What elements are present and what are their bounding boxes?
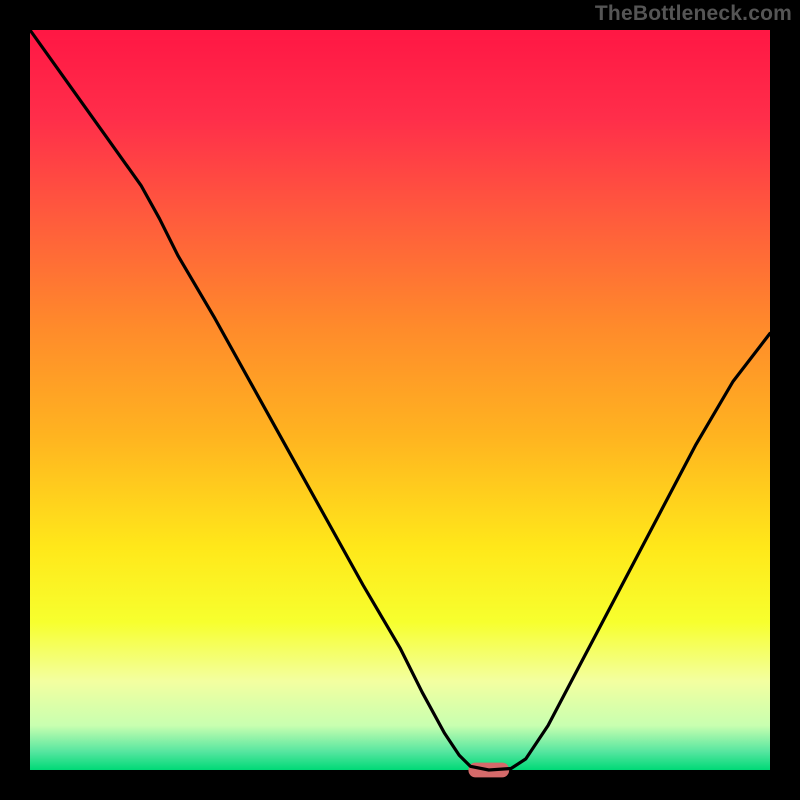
chart-frame: TheBottleneck.com: [0, 0, 800, 800]
plot-background: [30, 30, 770, 770]
watermark-text: TheBottleneck.com: [595, 2, 792, 26]
bottleneck-chart: [0, 0, 800, 800]
